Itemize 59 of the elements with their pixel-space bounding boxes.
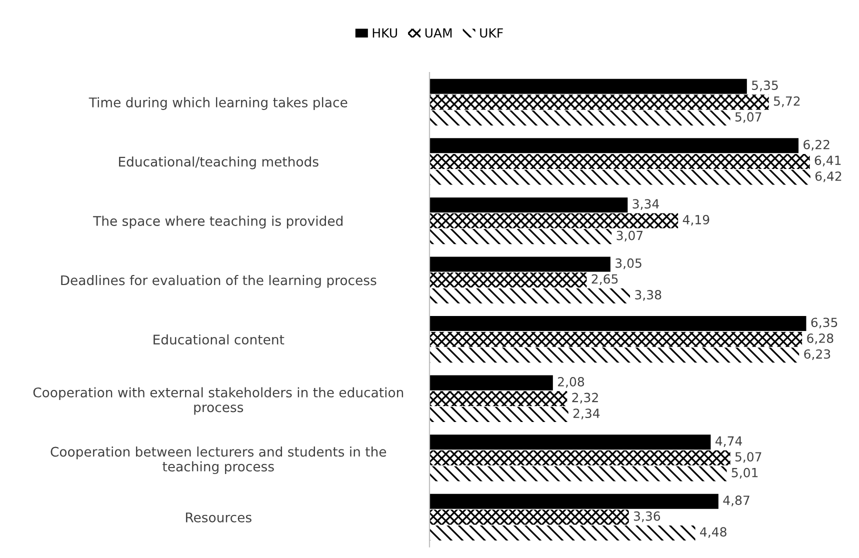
bar xyxy=(430,170,810,185)
data-label: 6,28 xyxy=(807,334,834,344)
data-label: 4,19 xyxy=(682,214,710,226)
bar xyxy=(430,332,802,347)
data-label: 6,23 xyxy=(804,349,830,360)
bar xyxy=(430,494,718,509)
data-label: 5,07 xyxy=(735,112,762,123)
data-label: 3,07 xyxy=(616,230,643,242)
y-tick-label: Time during which learning takes place xyxy=(88,97,348,110)
bar xyxy=(430,272,587,288)
bar xyxy=(430,525,696,541)
y-tick-label: Educational/teaching methods xyxy=(119,156,318,170)
bar xyxy=(430,94,769,110)
data-label: 5,07 xyxy=(735,452,762,463)
y-tick-label: Cooperation between lecturers and students in the teaching process xyxy=(50,446,386,474)
data-label: 2,32 xyxy=(572,392,598,404)
data-label: 2,08 xyxy=(558,376,584,388)
data-label: 4,48 xyxy=(700,527,726,538)
bar xyxy=(430,110,730,126)
data-label: 6,22 xyxy=(804,140,830,151)
data-label: 3,36 xyxy=(634,511,660,522)
data-label: 4,87 xyxy=(723,496,750,506)
data-label: 2,65 xyxy=(592,274,618,285)
y-tick-label: The space where teaching is provided xyxy=(93,216,342,229)
legend-label: UAM xyxy=(425,28,452,38)
bar xyxy=(430,256,610,272)
legend-label: HKU xyxy=(372,28,397,38)
y-tick-label: Cooperation with external stakeholders in the education process xyxy=(33,387,404,415)
y-tick-label: Deadlines for evaluation of the learning process xyxy=(61,275,376,288)
bar xyxy=(430,466,727,482)
bar xyxy=(430,138,799,154)
bar xyxy=(430,316,806,332)
data-label: 6,35 xyxy=(811,318,838,328)
bar xyxy=(430,154,810,169)
data-label: 6,42 xyxy=(815,171,842,182)
y-tick-label: Resources xyxy=(186,512,252,522)
bar xyxy=(430,78,747,94)
bar xyxy=(430,229,612,244)
data-label: 5,01 xyxy=(732,468,758,479)
bar xyxy=(430,434,711,450)
data-label: 3,34 xyxy=(632,199,659,210)
data-label: 5,72 xyxy=(774,96,800,108)
data-label: 3,38 xyxy=(635,290,662,301)
bar xyxy=(430,197,628,212)
data-label: 5,35 xyxy=(752,80,778,92)
bar xyxy=(430,450,730,466)
bar xyxy=(430,375,553,390)
data-label: 2,34 xyxy=(573,408,600,420)
data-label: 3,05 xyxy=(616,258,642,270)
y-tick-label: Educational content xyxy=(154,334,284,345)
data-label: 4,74 xyxy=(715,436,742,447)
bar xyxy=(430,510,629,525)
bar xyxy=(430,406,568,422)
data-label: 6,41 xyxy=(814,156,841,166)
bar xyxy=(430,213,678,228)
bar xyxy=(430,348,800,363)
bar xyxy=(430,391,568,406)
legend-label: UKF xyxy=(480,28,503,38)
bar xyxy=(430,288,630,304)
